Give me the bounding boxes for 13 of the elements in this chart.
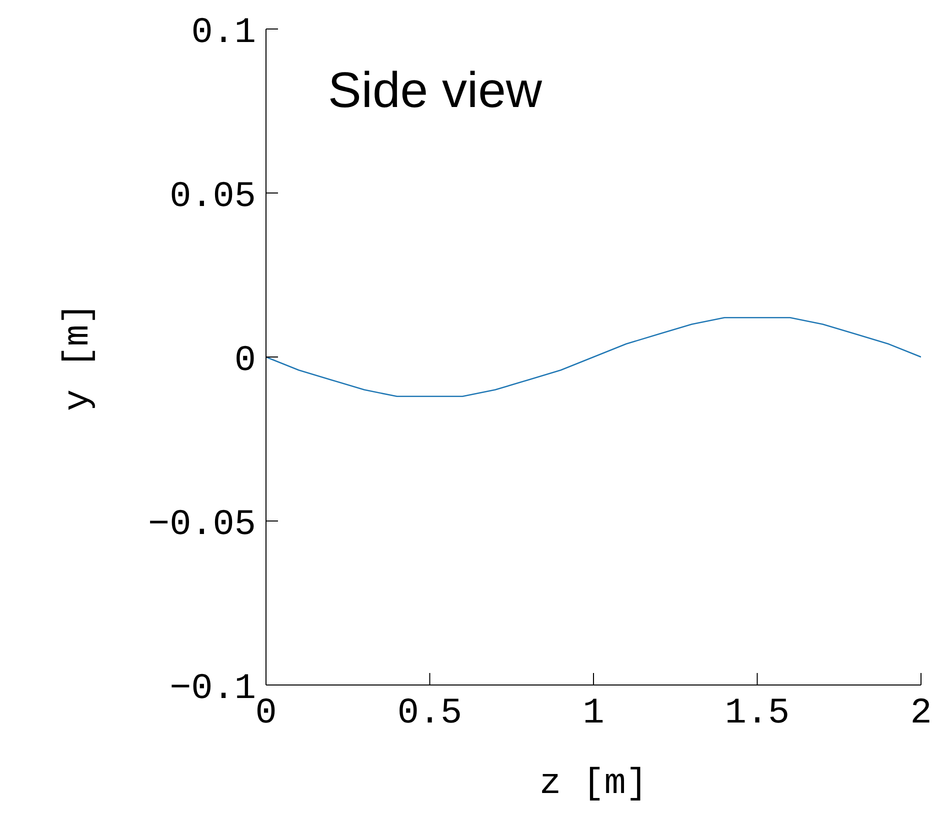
x-axis-title: z [m]	[539, 763, 648, 804]
x-tick-label: 0.5	[397, 692, 462, 734]
y-tick-label: −0.1	[170, 668, 256, 709]
y-axis-title: y [m]	[58, 302, 99, 412]
x-tick-label: 1	[582, 692, 604, 734]
annotation: Side view	[328, 62, 543, 118]
x-tick-label: 1.5	[724, 692, 790, 734]
x-tick-label: 2	[910, 692, 932, 734]
y-tick-label: −0.05	[148, 504, 256, 545]
y-tick-label: 0.1	[191, 12, 256, 53]
y-tick-label: 0.05	[170, 176, 256, 217]
line-series	[266, 316, 921, 398]
y-tick-label: 0	[234, 340, 256, 381]
